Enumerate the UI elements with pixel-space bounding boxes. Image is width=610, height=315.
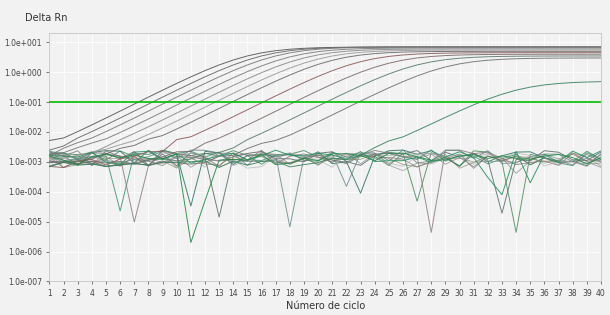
Text: Delta Rn: Delta Rn [24, 14, 67, 23]
X-axis label: Número de ciclo: Número de ciclo [285, 301, 365, 311]
